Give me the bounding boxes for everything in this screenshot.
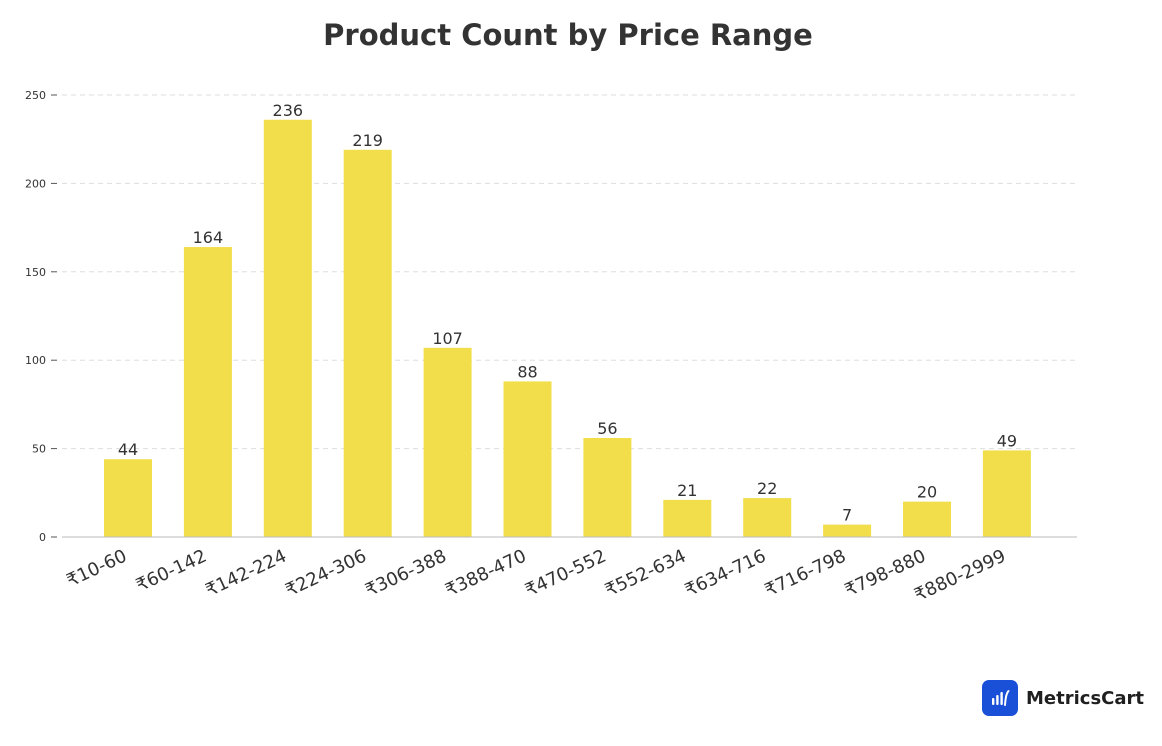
data-label: 49	[997, 431, 1017, 450]
brand-logo: MetricsCart	[982, 680, 1144, 716]
data-label: 219	[352, 131, 383, 150]
x-tick-label: ₹388-470	[442, 545, 529, 601]
brand-name: MetricsCart	[1026, 687, 1144, 709]
gridlines	[62, 94, 1077, 450]
bar	[903, 501, 951, 537]
data-label: 56	[597, 419, 617, 438]
x-axis: ₹10-60 ₹60-142₹142-224₹224-306₹306-388₹38…	[62, 536, 1077, 606]
y-tick-label: 200	[25, 177, 46, 190]
bar	[823, 524, 872, 537]
chart-title: Product Count by Price Range	[323, 18, 813, 52]
x-tick-label: ₹634-716	[682, 545, 769, 601]
data-label: 44	[118, 440, 138, 459]
data-label: 20	[917, 483, 937, 502]
x-tick-label: ₹306-388	[362, 545, 449, 601]
x-tick-label: ₹10-60	[63, 545, 130, 591]
x-tick-label: ₹716-798	[762, 545, 849, 601]
x-tick-label: ₹224-306	[282, 545, 369, 601]
data-label: 21	[677, 481, 697, 500]
bar	[183, 247, 232, 537]
bar	[423, 347, 472, 537]
data-label: 88	[517, 362, 537, 381]
bar	[583, 437, 632, 537]
x-tick-label: ₹470-552	[522, 545, 609, 601]
y-tick-label: 100	[25, 354, 46, 367]
y-tick-label: 50	[32, 443, 46, 456]
y-tick-label: 250	[25, 89, 46, 102]
bar	[263, 119, 312, 537]
bar	[743, 498, 792, 537]
y-tick-label: 0	[39, 531, 46, 544]
bars	[104, 119, 1031, 538]
bar	[104, 459, 152, 537]
data-labels: 44 164 236 219 107 88 56 21 22 7 20 49	[118, 101, 1017, 525]
data-label: 22	[757, 479, 777, 498]
bar-chart-icon	[982, 680, 1018, 716]
data-label: 7	[842, 506, 852, 525]
data-label: 107	[432, 329, 463, 348]
bar	[663, 499, 712, 537]
bar	[982, 450, 1031, 537]
bar	[343, 149, 392, 538]
x-tick-label: ₹552-634	[602, 545, 689, 601]
data-label: 236	[273, 101, 304, 120]
data-label: 164	[193, 228, 224, 247]
x-tick-label: ₹880-2999	[911, 545, 1009, 606]
y-axis: 0 50 100 150 200 250	[25, 89, 57, 544]
x-tick-label: ₹60-142	[133, 545, 210, 596]
y-tick-label: 150	[25, 266, 46, 279]
bar	[503, 381, 552, 537]
x-tick-label: ₹142-224	[202, 545, 289, 601]
